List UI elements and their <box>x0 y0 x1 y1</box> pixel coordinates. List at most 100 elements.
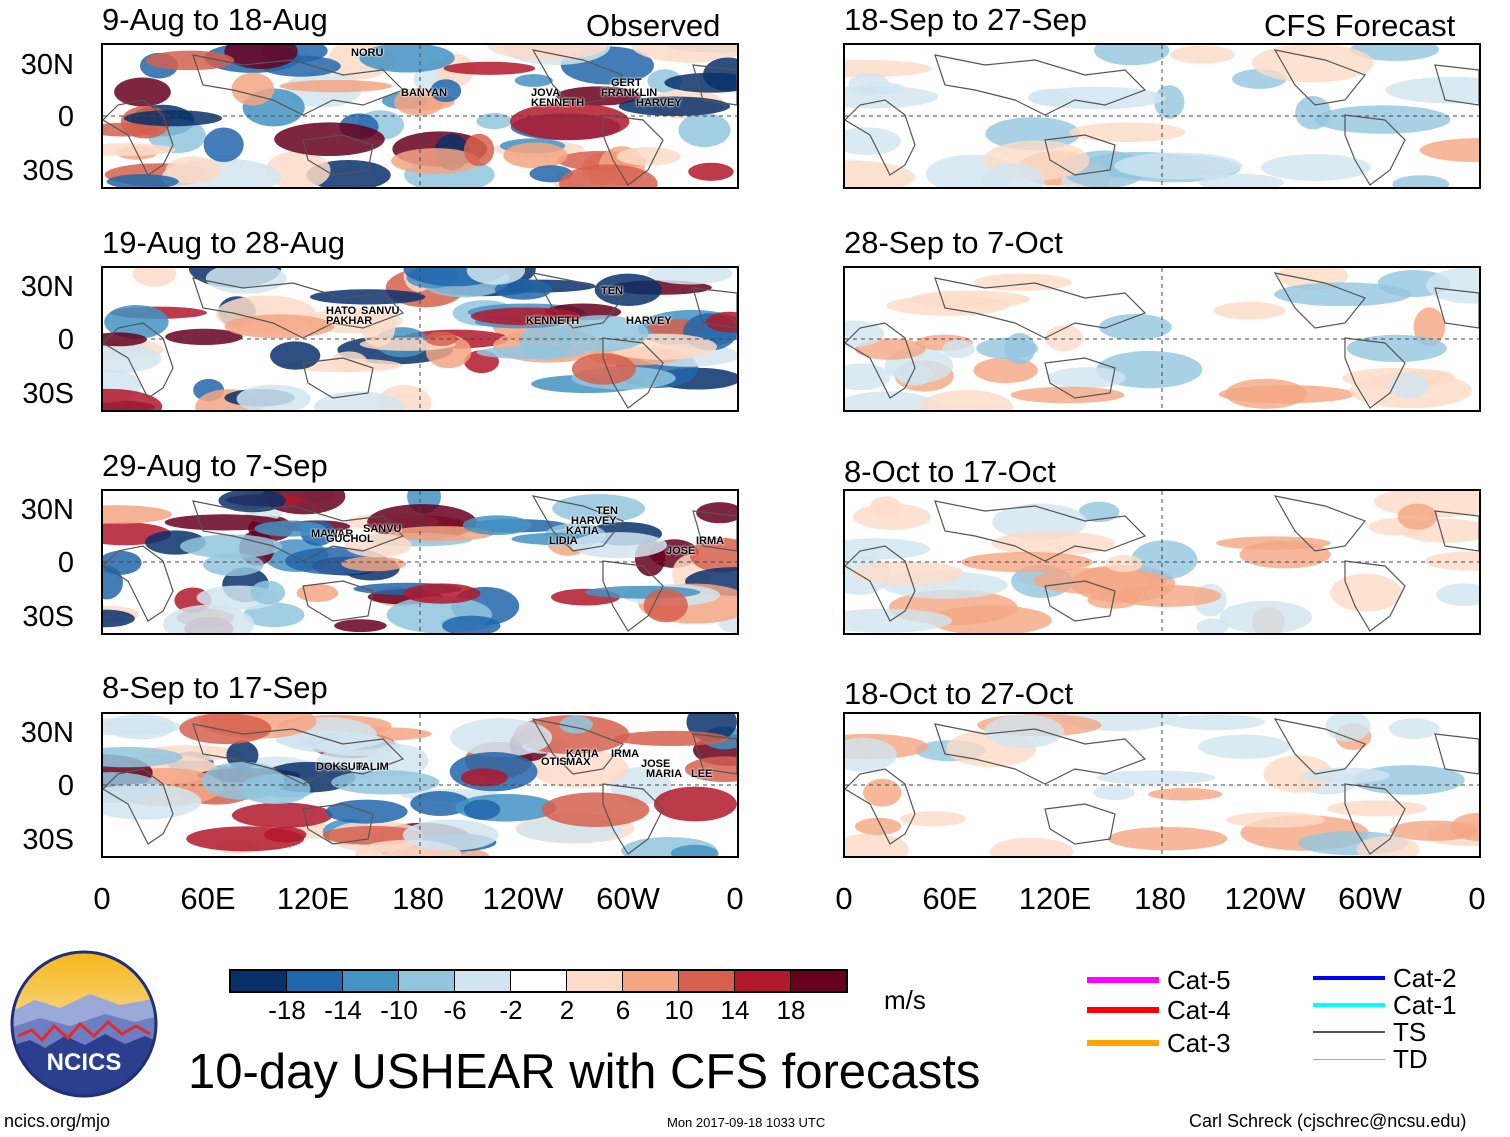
shear-anomaly-patch <box>462 515 532 535</box>
coastline <box>934 277 1147 339</box>
shear-anomaly-patch <box>243 602 305 628</box>
coastline <box>192 500 405 562</box>
storm-label: TALIM <box>356 761 389 773</box>
shear-anomaly-patch <box>145 50 235 71</box>
shear-anomaly-patch <box>552 494 646 523</box>
shear-anomaly-patch <box>391 148 480 174</box>
legend-label: Cat-2 <box>1393 963 1457 993</box>
coastline <box>845 99 916 176</box>
panel-title-left-4: 8-Sep to 17-Sep <box>102 670 328 705</box>
storm-label: HATO <box>326 305 357 317</box>
shear-anomaly-patch <box>845 833 909 856</box>
shear-anomaly-patch <box>853 503 931 530</box>
colorbar-tick-label: -6 <box>443 995 467 1025</box>
shear-anomaly-patch <box>1068 122 1186 143</box>
shear-anomaly-patch <box>494 279 552 300</box>
shear-anomaly-patch <box>114 77 171 107</box>
colorbar-tick-label: -2 <box>499 995 523 1025</box>
shear-anomaly-patch <box>678 112 731 148</box>
legend-label: Cat-3 <box>1167 1028 1231 1058</box>
shear-anomaly-patch <box>571 532 668 559</box>
shear-anomaly-patch <box>394 88 444 116</box>
coastline <box>1344 783 1406 855</box>
shear-anomaly-patch <box>1105 554 1143 573</box>
x-tick-left-0: 0 <box>93 881 111 916</box>
footer-url[interactable]: ncics.org/mjo <box>4 1111 111 1131</box>
coastline <box>192 277 405 339</box>
shear-anomaly-patch <box>845 320 885 348</box>
x-tick-left-180: 180 <box>392 881 444 916</box>
coastline <box>1044 357 1116 399</box>
colorbar-swatch <box>343 971 399 991</box>
coastline <box>1044 580 1116 622</box>
colorbar-swatch <box>679 971 735 991</box>
shear-anomaly-patch <box>1274 282 1412 307</box>
x-tick-right-0: 0 <box>835 881 853 916</box>
shear-anomaly-patch <box>250 580 286 605</box>
shear-anomaly-patch <box>1424 551 1479 571</box>
shear-anomaly-patch <box>218 491 286 513</box>
shear-anomaly-patch <box>476 113 513 130</box>
coastline <box>302 580 374 622</box>
storm-label: GERT <box>611 77 642 89</box>
coastline <box>531 49 624 106</box>
storm-label: KATIA <box>566 525 599 537</box>
storm-label: BANYAN <box>401 87 448 99</box>
y-tick-0-row1: 0 <box>57 101 74 133</box>
x-tick-right-60w: 60W <box>1338 881 1402 916</box>
shear-anomaly-patch <box>1033 567 1167 595</box>
shear-anomaly-patch <box>265 150 331 187</box>
coastline <box>531 272 624 329</box>
legend-swatch <box>1313 1031 1385 1033</box>
shear-anomaly-patch <box>103 143 176 157</box>
y-tick-30n-row3: 30N <box>20 494 74 526</box>
coastline <box>1434 733 1479 775</box>
coastline <box>192 54 405 116</box>
colorbar-tick-label: 6 <box>615 995 631 1025</box>
units-label: m/s <box>884 985 926 1015</box>
storm-label: JOSE <box>641 758 671 770</box>
shear-anomaly-patch <box>503 142 568 169</box>
shear-anomaly-patch <box>165 328 243 345</box>
panel-title-right-3: 8-Oct to 17-Oct <box>844 454 1056 489</box>
shear-anomaly-patch <box>991 531 1116 556</box>
shear-anomaly-patch <box>845 737 897 772</box>
colorbar <box>229 969 848 993</box>
shear-anomaly-patch <box>442 615 501 633</box>
coastline <box>934 54 1147 116</box>
shear-anomaly-patch <box>1219 600 1312 633</box>
shear-anomaly-patch <box>1356 836 1420 856</box>
shear-anomaly-patch <box>103 122 159 137</box>
shear-anomaly-patch <box>664 72 737 93</box>
x-tick-left-120e: 120E <box>276 881 350 916</box>
legend-item-cat-2: Cat-2 <box>1313 963 1457 993</box>
coastline <box>1434 287 1479 329</box>
colorbar-swatch <box>399 971 455 991</box>
shear-anomaly-patch <box>1450 812 1479 842</box>
x-tick-right-120e: 120E <box>1018 881 1092 916</box>
main-title: 10-day USHEAR with CFS forecasts <box>188 1045 981 1099</box>
y-tick-0-row3: 0 <box>57 547 74 579</box>
legend-item-cat-3: Cat-3 <box>1087 1028 1231 1058</box>
shear-anomaly-patch <box>1225 811 1326 828</box>
coastline <box>103 545 174 622</box>
shear-anomaly-patch <box>103 332 148 347</box>
coastline <box>1434 64 1479 106</box>
shear-anomaly-patch <box>203 553 264 577</box>
shear-anomaly-patch <box>1169 45 1235 64</box>
y-tick-30n-row2: 30N <box>20 271 74 303</box>
coastline <box>1344 114 1406 186</box>
shear-anomaly-patch <box>402 583 481 604</box>
colorbar-tick-label: 18 <box>776 995 806 1025</box>
shear-anomaly-patch <box>845 160 916 187</box>
shear-anomaly-patch <box>123 110 223 127</box>
shear-anomaly-patch <box>509 102 630 141</box>
shear-anomaly-patch <box>689 537 737 573</box>
footer-timestamp: Mon 2017-09-18 1033 UTC <box>667 1115 826 1130</box>
shear-anomaly-patch <box>571 353 636 385</box>
colorbar-swatch <box>735 971 791 991</box>
logo-text: NCICS <box>47 1049 122 1076</box>
y-tick-30s-row4: 30S <box>22 824 74 856</box>
y-tick-0-row2: 0 <box>57 324 74 356</box>
shear-anomaly-patch <box>1028 88 1073 106</box>
